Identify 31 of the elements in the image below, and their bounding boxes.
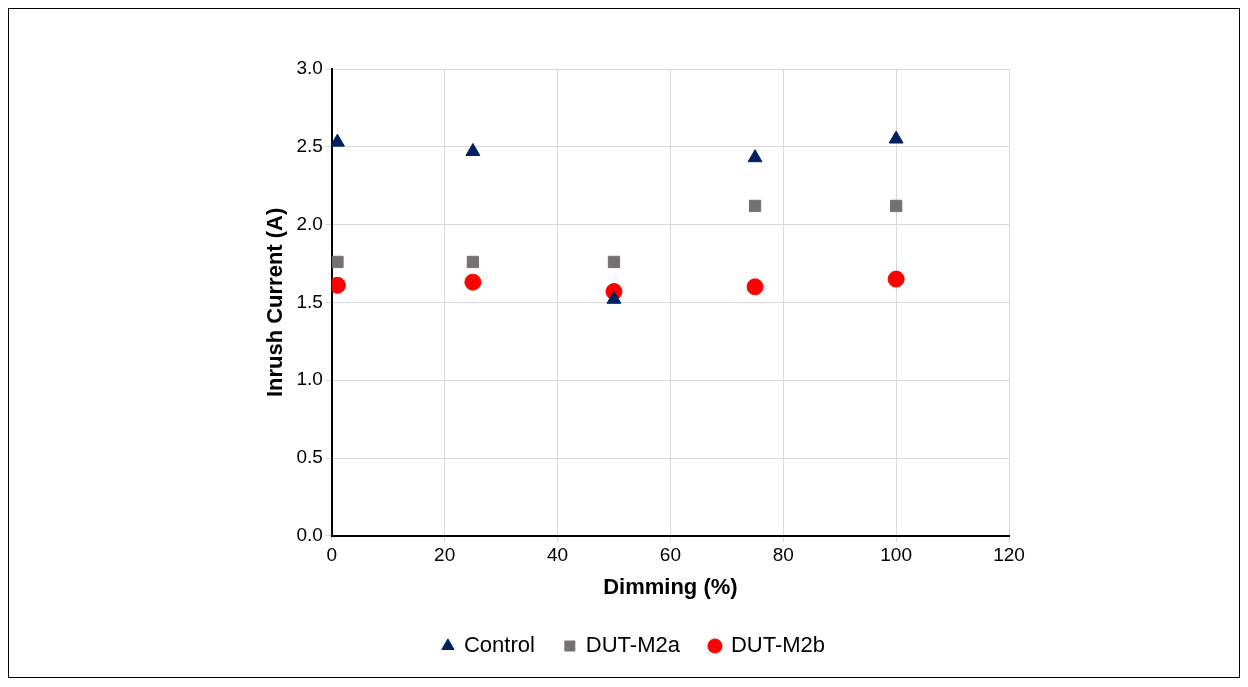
legend-label: DUT-M2a: [585, 632, 681, 658]
point: [331, 255, 344, 269]
x-tick-label: 0: [326, 544, 338, 566]
y-axis-title: Inrush Current (A): [262, 207, 288, 398]
y-tick-label: 0.5: [296, 446, 323, 468]
legend-label: DUT-M2b: [730, 632, 826, 658]
y-tick-label: 1.5: [296, 290, 323, 312]
x-tick-label: 60: [659, 544, 681, 566]
point: [888, 130, 904, 144]
point: [607, 255, 621, 269]
point: [887, 270, 905, 288]
point: [464, 273, 482, 291]
point: [748, 199, 762, 213]
point: [466, 255, 480, 269]
x-tick-label: 40: [546, 544, 569, 566]
point: [746, 278, 764, 296]
x-axis-title: Dimming (%): [603, 573, 738, 599]
y-tick-label: 0.0: [296, 524, 323, 546]
y-tick-label: 3.0: [296, 57, 323, 79]
y-tick-label: 1.0: [296, 368, 323, 390]
x-tick-label: 80: [772, 544, 794, 566]
x-tick-label: 20: [434, 544, 456, 566]
x-tick-label: 100: [880, 544, 912, 566]
point: [747, 149, 763, 163]
legend-label: Control: [463, 632, 535, 658]
x-tick-label: 120: [993, 544, 1025, 566]
y-tick-label: 2.5: [296, 135, 323, 157]
point: [465, 142, 481, 156]
y-tick-label: 2.0: [296, 212, 323, 234]
point: [889, 199, 903, 213]
point: [331, 133, 345, 147]
